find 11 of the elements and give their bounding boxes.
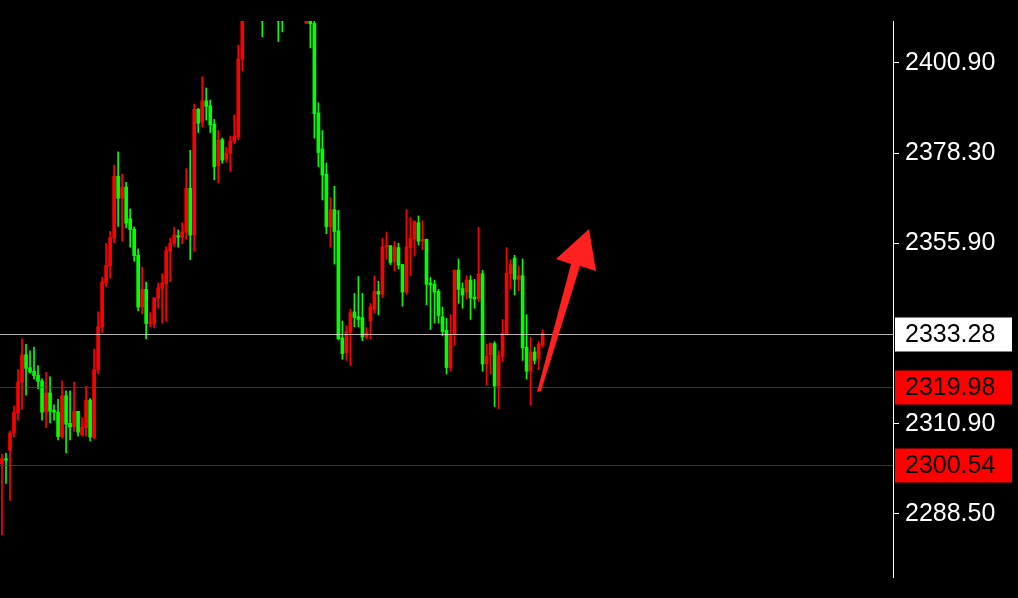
- ref-line-label: 2300.54: [905, 450, 996, 479]
- candlestick: [4, 452, 8, 484]
- y-tick-label: 2355.90: [905, 227, 996, 256]
- y-tick-label: 2378.30: [905, 137, 996, 166]
- y-tick-label: 2310.90: [905, 407, 996, 436]
- candlestick: [120, 173, 124, 242]
- ref-line-label: 2333.28: [905, 319, 996, 348]
- y-tick-label: 2400.90: [905, 46, 996, 75]
- ref-line-label: 2319.98: [905, 372, 996, 401]
- candlestick: [176, 229, 181, 248]
- y-tick-label: 2288.50: [905, 497, 996, 526]
